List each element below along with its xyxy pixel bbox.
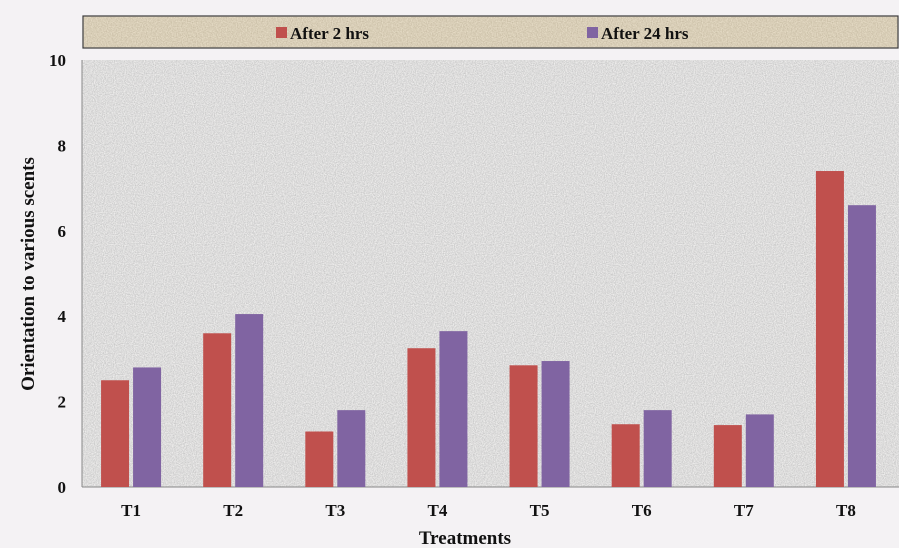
legend-label-after-2-hrs: After 2 hrs [290, 24, 369, 43]
legend-swatch-after-24-hrs [587, 27, 598, 38]
bar-t2-series-1 [203, 333, 232, 487]
bar-t8-series-2 [847, 205, 876, 487]
bar-t5-series-1 [509, 365, 538, 487]
x-tick-label: T2 [223, 501, 243, 520]
bar-t3-series-1 [305, 431, 334, 487]
y-tick-label: 2 [58, 393, 67, 412]
bars [101, 171, 876, 487]
y-axis-label: Orientation to various scents [18, 157, 39, 391]
bar-t7-series-2 [745, 414, 774, 487]
x-tick-label: T8 [836, 501, 856, 520]
y-tick-label: 0 [58, 478, 67, 497]
bar-t6-series-1 [611, 424, 640, 487]
legend-label-after-24-hrs: After 24 hrs [601, 24, 689, 43]
y-tick-label: 8 [58, 136, 67, 155]
bar-t2-series-2 [235, 314, 264, 487]
bar-t1-series-2 [133, 367, 162, 487]
y-tick-label: 4 [58, 307, 67, 326]
x-tick-label: T6 [632, 501, 652, 520]
bar-t3-series-2 [337, 410, 366, 487]
legend: After 2 hrs After 24 hrs [82, 15, 899, 49]
plot-area [81, 60, 899, 488]
legend-texture [84, 17, 897, 47]
bar-t4-series-2 [439, 331, 468, 487]
y-tick-label: 6 [58, 222, 67, 241]
x-tick-label: T5 [530, 501, 550, 520]
x-tick-label: T7 [734, 501, 754, 520]
bar-t4-series-1 [407, 348, 436, 487]
x-tick-label: T1 [121, 501, 141, 520]
bar-t1-series-1 [101, 380, 130, 487]
bar-t5-series-2 [541, 361, 570, 487]
bar-t8-series-1 [815, 171, 844, 487]
x-tick-label: T4 [428, 501, 448, 520]
legend-swatch-after-2-hrs [276, 27, 287, 38]
bar-t6-series-2 [643, 410, 672, 487]
x-tick-label: T3 [325, 501, 345, 520]
bar-t7-series-1 [713, 425, 742, 487]
x-axis-ticks: T1 T2 T3 T4 T5 T6 T7 T8 [121, 501, 856, 520]
y-axis-ticks: 0 2 4 6 8 10 [49, 51, 67, 497]
y-tick-label: 10 [49, 51, 66, 70]
x-axis-label: Treatments [419, 528, 511, 548]
